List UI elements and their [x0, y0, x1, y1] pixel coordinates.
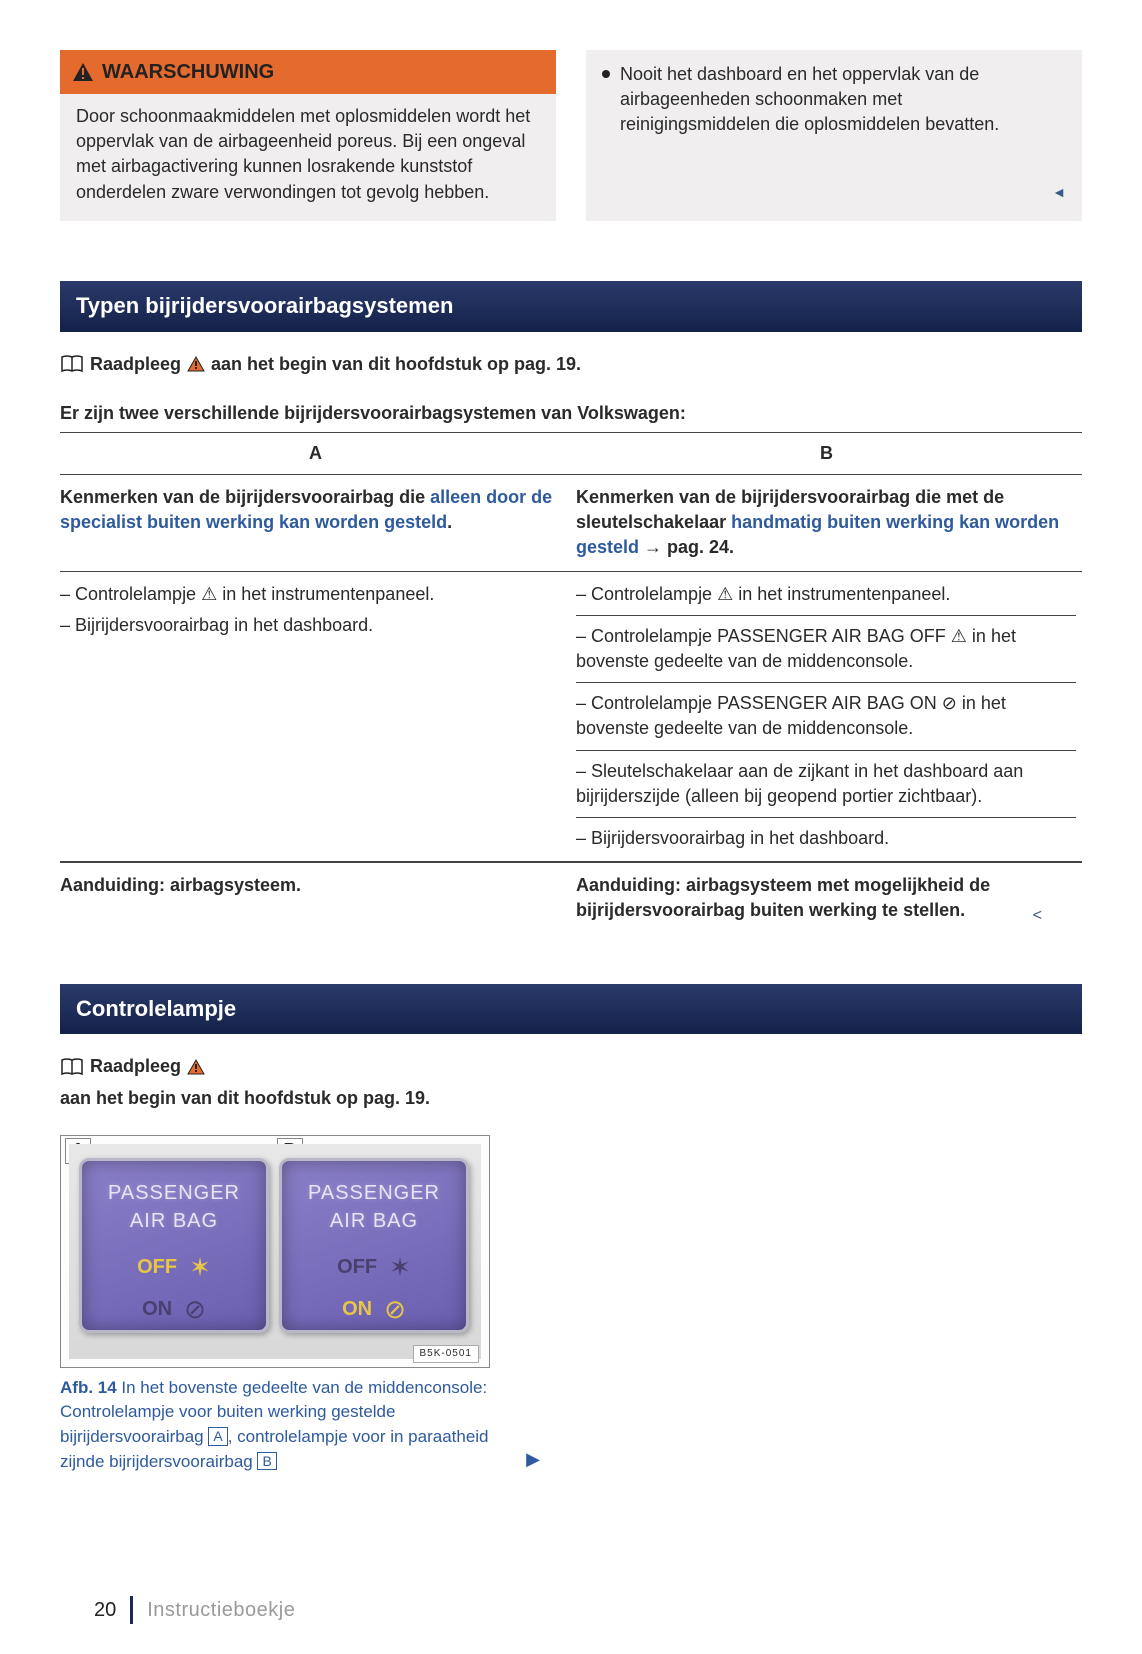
continuation-mark: ◄ [1052, 183, 1066, 205]
panel-text: AIR BAG [282, 1207, 466, 1235]
section-controlelampje: Controlelampje Raadpleeg aan het begin v… [60, 984, 1082, 1475]
airbag-on-icon: ⊘ [384, 1291, 406, 1327]
figure-inner: PASSENGER AIR BAG OFF ✶ ON ⊘ PASSENGER AIR… [69, 1144, 481, 1359]
figure-box: A B PASSENGER AIR BAG OFF✶ ON⊘ PASSENGER… [60, 1135, 490, 1368]
list-item: – Controlelampje ⚠ in het instrumentenpa… [60, 582, 560, 607]
list-item: – Bijrijdersvoorairbag in het dashboard. [60, 613, 560, 638]
caption-box-b: B [257, 1452, 276, 1471]
footer-divider [130, 1596, 133, 1624]
warning-body: Door schoonmaakmiddelen met oplosmiddele… [76, 104, 540, 205]
list-item: – Sleutelschakelaar aan de zijkant in he… [576, 751, 1076, 818]
b-desc-2: → pag. 24. [639, 537, 734, 557]
ref-text-a: Raadpleeg [90, 352, 181, 377]
table-row: – Controlelampje ⚠ in het instrumentenpa… [60, 572, 1082, 863]
bullet-text: Nooit het dashboard en het oppervlak van… [620, 62, 1046, 205]
panel-text: PASSENGER [82, 1179, 266, 1207]
warning-box: WAARSCHUWING Door schoonmaakmiddelen met… [60, 50, 556, 221]
comparison-table: Er zijn twee verschillende bijrijdersvoo… [60, 401, 1082, 934]
on-label: ON [342, 1295, 372, 1323]
cell-b-desc: Kenmerken van de bijrijdersvoorairbag di… [566, 475, 1082, 571]
list-item: – Controlelampje ⚠ in het instrumentenpa… [576, 582, 1076, 616]
reference-line: Raadpleeg aan het begin van dit hoofdstu… [60, 1054, 530, 1110]
off-label: OFF [337, 1253, 377, 1281]
list-item: – Bijrijdersvoorairbag in het dashboard. [576, 818, 1076, 851]
on-label: ON [142, 1295, 172, 1323]
col-b-header: B [571, 433, 1082, 474]
section-title-bar: Controlelampje [60, 984, 1082, 1035]
reference-line: Raadpleeg aan het begin van dit hoofdstu… [60, 352, 1082, 377]
airbag-on-icon: ⊘ [184, 1291, 206, 1327]
a-desc-1: Kenmerken van de bijrijdersvoorairbag di… [60, 487, 430, 507]
caption-lead: Afb. 14 [60, 1378, 117, 1397]
page-footer: 20 Instructieboekje [94, 1596, 295, 1624]
ref-text-b: aan het begin van dit hoofdstuk op pag. … [60, 1086, 430, 1111]
figure-code: B5K-0501 [413, 1345, 479, 1363]
page-number: 20 [94, 1596, 116, 1624]
section-types: Typen bijrijdersvoorairbagsystemen Raadp… [60, 281, 1082, 934]
continuation-mark: < [1033, 905, 1042, 927]
top-row: WAARSCHUWING Door schoonmaakmiddelen met… [60, 50, 1082, 221]
cell-b-items: – Controlelampje ⚠ in het instrumentenpa… [566, 572, 1082, 862]
warning-triangle-icon [187, 1059, 205, 1075]
panel-text: AIR BAG [82, 1207, 266, 1235]
section-title-bar: Typen bijrijdersvoorairbagsystemen [60, 281, 1082, 332]
table-title: Er zijn twee verschillende bijrijdersvoo… [60, 401, 1082, 433]
ref-text-a: Raadpleeg [90, 1054, 181, 1079]
a-desc-2: . [447, 512, 452, 532]
warning-triangle-icon [187, 356, 205, 372]
continuation-arrow-icon: ▶ [526, 1446, 540, 1472]
caption-box-a: A [208, 1427, 227, 1446]
warning-header: WAARSCHUWING [60, 50, 556, 94]
col-a-header: A [60, 433, 571, 474]
bullet-dot-icon [602, 70, 610, 78]
figure-caption: Afb. 14 In het bovenste gedeelte van de … [60, 1376, 530, 1475]
table-row: Aanduiding: airbagsysteem. Aanduiding: a… [60, 862, 1082, 933]
airbag-off-icon: ✶ [189, 1249, 211, 1285]
panel-text: PASSENGER [282, 1179, 466, 1207]
cell-a-foot: Aanduiding: airbagsysteem. [60, 863, 566, 933]
ref-text-b: aan het begin van dit hoofdstuk op pag. … [211, 352, 581, 377]
warning-triangle-icon [72, 62, 94, 82]
book-icon [60, 1058, 84, 1076]
footer-title: Instructieboekje [147, 1596, 295, 1624]
panel-b: PASSENGER AIR BAG OFF ✶ ON ⊘ [279, 1158, 469, 1333]
airbag-off-icon: ✶ [389, 1249, 411, 1285]
cell-b-foot: Aanduiding: airbagsysteem met mogelijkhe… [566, 863, 1082, 933]
list-item: – Controlelampje PASSENGER AIR BAG ON ⊘ … [576, 683, 1076, 750]
bullet-box: Nooit het dashboard en het oppervlak van… [586, 50, 1082, 221]
cell-a-desc: Kenmerken van de bijrijdersvoorairbag di… [60, 475, 566, 571]
table-header-row: A B [60, 433, 1082, 475]
cell-a-items: – Controlelampje ⚠ in het instrumentenpa… [60, 572, 566, 862]
off-label: OFF [137, 1253, 177, 1281]
warning-title: WAARSCHUWING [102, 58, 274, 86]
list-item: – Controlelampje PASSENGER AIR BAG OFF ⚠… [576, 616, 1076, 683]
table-row: Kenmerken van de bijrijdersvoorairbag di… [60, 475, 1082, 572]
book-icon [60, 355, 84, 373]
panel-a: PASSENGER AIR BAG OFF ✶ ON ⊘ [79, 1158, 269, 1333]
